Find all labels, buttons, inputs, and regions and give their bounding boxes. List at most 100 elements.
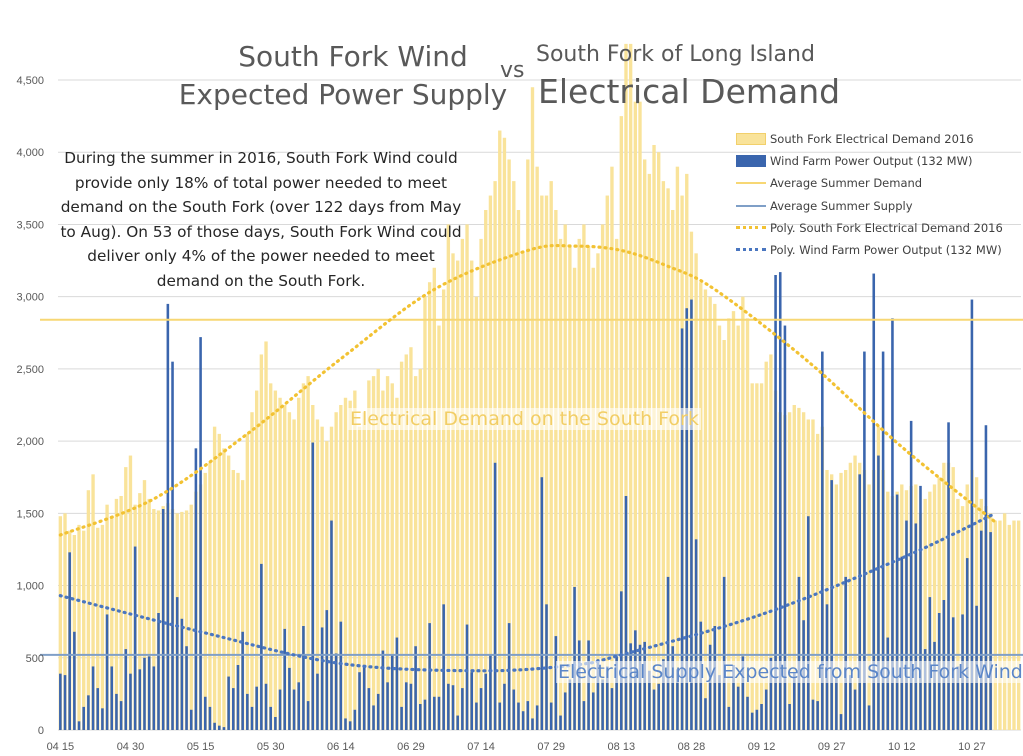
demand-bar (287, 412, 292, 730)
demand-bar (848, 462, 853, 730)
demand-bar (418, 368, 422, 730)
supply-bar (989, 532, 992, 730)
x-tick-label: 05 15 (187, 741, 215, 753)
supply-bar (208, 706, 212, 730)
demand-bar (591, 267, 595, 730)
demand-bar (325, 441, 329, 730)
demand-bar (292, 419, 296, 730)
demand-bar (432, 267, 437, 730)
supply-bar (788, 704, 791, 730)
demand-bar (605, 195, 609, 731)
trendline (58, 243, 997, 537)
supply-bar (732, 665, 735, 730)
x-tick-label: 05 30 (257, 741, 285, 753)
demand-bar (507, 159, 511, 730)
supply-bar (465, 624, 469, 730)
supply-bar (199, 337, 202, 730)
supply-bar (671, 646, 675, 730)
demand-bar (652, 145, 656, 730)
supply-bar (956, 666, 960, 730)
supply-bar (764, 689, 768, 730)
supply-bar (853, 689, 857, 730)
supply-bar (905, 520, 908, 730)
demand-bar (493, 181, 497, 731)
supply-bar (456, 715, 459, 730)
supply-bar (484, 673, 488, 730)
demand-bar (306, 376, 310, 730)
demand-bar (119, 496, 123, 730)
demand-bar (362, 412, 366, 730)
supply-bar (722, 576, 726, 730)
supply-bar (545, 604, 548, 730)
supply-bar (591, 692, 595, 730)
supply-bar (414, 646, 417, 730)
supply-bar (96, 688, 100, 730)
demand-bar (348, 400, 352, 730)
x-tick-label: 09 12 (748, 741, 776, 753)
supply-bar (255, 686, 258, 730)
demand-bar (1016, 520, 1021, 730)
demand-bar (451, 253, 455, 731)
x-tick-label: 07 14 (467, 741, 495, 753)
supply-bar (166, 303, 170, 730)
demand-bar (825, 470, 829, 730)
supply-bar (643, 641, 646, 730)
legend-item-supply: Wind Farm Power Output (132 MW) (736, 150, 1003, 172)
supply-bar (877, 455, 880, 730)
supply-bar (302, 626, 305, 730)
demand-bar (563, 224, 567, 730)
demand-bar (699, 282, 703, 730)
demand-bar (764, 361, 768, 730)
demand-bar (58, 516, 63, 730)
demand-bar (245, 433, 250, 730)
supply-bar (965, 558, 969, 730)
demand-bar (353, 390, 357, 730)
supply-bar (554, 636, 558, 730)
legend-label-avg-supply: Average Summer Supply (770, 198, 913, 213)
supply-bar (451, 685, 455, 730)
demand-bar (666, 188, 670, 731)
supply-bar (886, 637, 890, 730)
title-left-line1: South Fork Wind (238, 40, 468, 73)
demand-bar (259, 354, 264, 730)
y-tick-label: 1,000 (16, 581, 44, 593)
demand-bar (226, 455, 231, 730)
supply-bar (736, 686, 740, 730)
supply-bar (891, 318, 894, 730)
demand-bar (184, 510, 189, 730)
supply-bar (362, 665, 366, 730)
supply-bar (82, 706, 85, 730)
supply-bar (260, 563, 263, 730)
demand-bar (446, 224, 451, 730)
supply-bar (690, 299, 693, 730)
supply-bar (750, 712, 754, 730)
demand-bar (722, 340, 726, 730)
demand-bar (713, 303, 717, 730)
demand-bar (937, 477, 941, 730)
demand-bar (217, 433, 221, 730)
supply-bar (442, 604, 445, 730)
demand-bar (385, 376, 390, 730)
supply-bar (171, 361, 174, 730)
supply-bar (105, 614, 109, 730)
demand-bar (278, 397, 282, 730)
supply-bar (587, 640, 590, 730)
demand-bar (694, 253, 698, 731)
supply-bar (423, 699, 427, 730)
demand-bar (582, 224, 586, 730)
supply-bar (264, 683, 268, 730)
supply-bar (704, 698, 707, 730)
demand-bar (460, 238, 465, 730)
supply-bar (316, 673, 319, 730)
y-tick-label: 500 (26, 653, 44, 665)
supply-bar (381, 650, 385, 730)
supply-bar (143, 657, 146, 730)
demand-bar (998, 520, 1002, 730)
demand-bar (301, 383, 306, 730)
supply-bar (283, 628, 287, 730)
supply-bar (811, 699, 815, 730)
supply-bar (914, 523, 918, 730)
demand-bar (923, 498, 927, 730)
supply-bar (489, 654, 492, 730)
demand-bar (399, 361, 404, 730)
